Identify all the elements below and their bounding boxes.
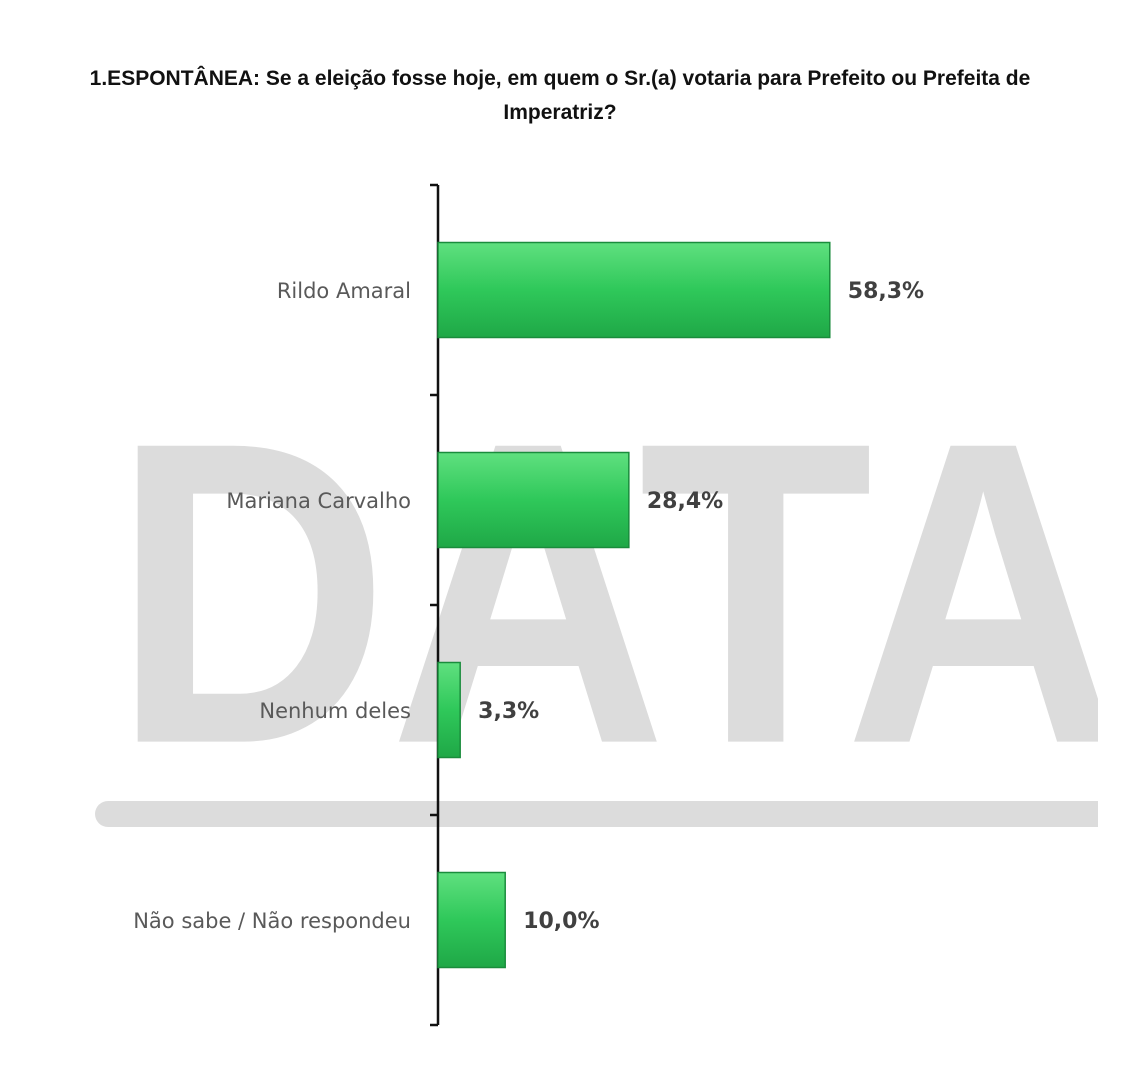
watermark: DATA	[112, 354, 1121, 834]
value-label: 28,4%	[647, 489, 723, 514]
category-label: Nenhum deles	[259, 699, 411, 723]
bar	[437, 871, 506, 969]
value-label: 3,3%	[478, 699, 539, 724]
chart-title: 1.ESPONTÂNEA: Se a eleição fosse hoje, e…	[89, 67, 1031, 124]
bar	[437, 451, 630, 549]
watermark-group: DATA	[95, 354, 1121, 834]
category-label: Não sabe / Não respondeu	[133, 909, 411, 933]
category-label: Mariana Carvalho	[226, 489, 411, 513]
bar	[437, 661, 461, 759]
value-label: 10,0%	[523, 909, 599, 934]
value-label: 58,3%	[848, 279, 924, 304]
axis	[430, 183, 440, 1027]
bar	[437, 241, 831, 339]
watermark-bar	[95, 801, 1098, 827]
category-label: Rildo Amaral	[277, 279, 411, 303]
